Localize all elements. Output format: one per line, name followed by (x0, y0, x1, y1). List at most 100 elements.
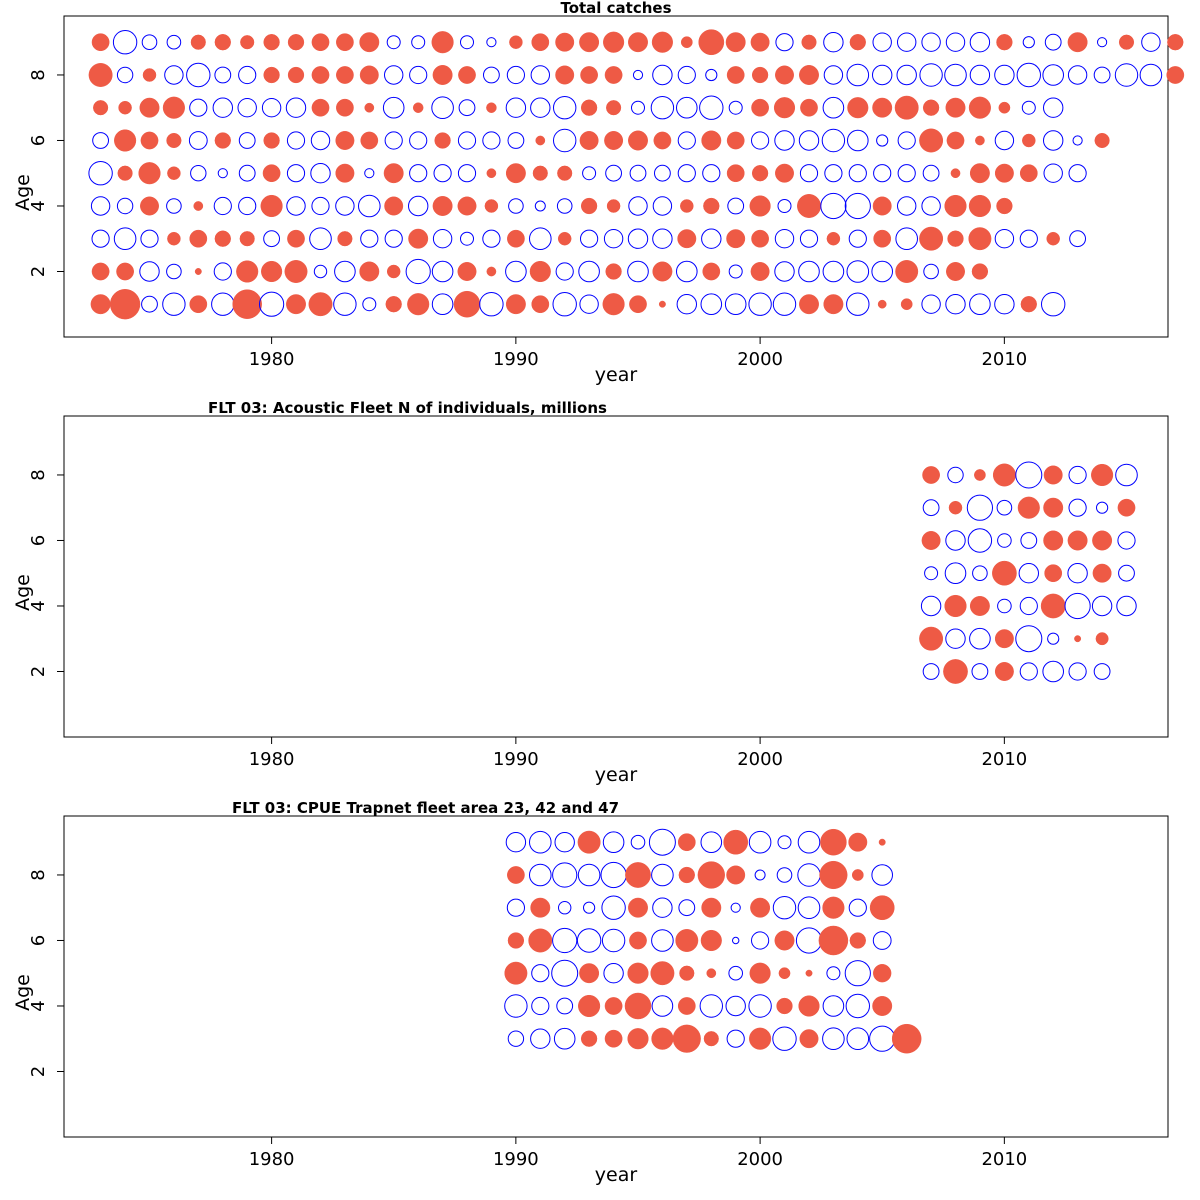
residual-bubble-negative (798, 130, 820, 151)
residual-bubble-positive (900, 298, 913, 311)
residual-bubble-positive (214, 230, 231, 247)
residual-bubble-positive (751, 229, 769, 248)
residual-bubble-positive (509, 35, 523, 49)
residual-bubble-positive (531, 33, 550, 52)
residual-bubble-positive (968, 96, 991, 119)
residual-bubble-negative (676, 96, 698, 119)
residual-bubble-positive (726, 66, 745, 84)
residual-bubble-positive (697, 861, 725, 889)
residual-bubble-negative (188, 131, 208, 150)
residual-bubble-negative (602, 831, 625, 854)
residual-bubble-positive (996, 34, 1013, 51)
residual-bubble-positive (749, 195, 771, 217)
residual-bubble-positive (139, 97, 160, 118)
residual-bubble-negative (676, 294, 697, 315)
residual-bubble-negative (651, 863, 674, 887)
residual-bubble-positive (504, 961, 528, 985)
residual-bubble-positive (262, 164, 281, 183)
residual-bubble-negative (1016, 62, 1042, 88)
residual-bubble-negative (1068, 164, 1087, 183)
residual-bubble-negative (505, 260, 527, 283)
residual-bubble-positive (700, 929, 722, 952)
residual-bubble-positive (486, 102, 497, 113)
residual-bubble-negative (823, 65, 844, 85)
residual-bubble-negative (945, 294, 966, 315)
x-tick-label: 2000 (737, 349, 783, 370)
residual-bubble-positive (945, 97, 966, 118)
panel-3: FLT 03: CPUE Trapnet fleet area 23, 42 a… (12, 799, 1169, 1186)
residual-bubble-negative (1015, 461, 1043, 489)
residual-bubble-positive (579, 963, 600, 984)
residual-bubble-positive (557, 231, 572, 246)
residual-bubble-negative (627, 260, 649, 283)
x-tick-label: 2010 (981, 1149, 1027, 1170)
residual-bubble-positive (625, 862, 651, 888)
residual-bubble-positive (919, 128, 944, 153)
residual-bubble-positive (458, 66, 476, 84)
residual-bubble-negative (652, 897, 673, 918)
residual-bubble-positive (798, 995, 820, 1017)
residual-bubble-positive (894, 95, 919, 120)
residual-bubble-positive (90, 294, 111, 315)
residual-bubble-negative (777, 835, 792, 850)
residual-bubble-positive (750, 262, 770, 281)
residual-bubble-negative (822, 1027, 845, 1050)
residual-bubble-positive (823, 294, 844, 315)
residual-bubble-negative (1064, 592, 1091, 620)
residual-bubble-negative (486, 37, 497, 48)
residual-bubble-negative (677, 65, 696, 85)
residual-bubble-negative (190, 165, 207, 182)
residual-bubble-positive (194, 268, 202, 275)
residual-bubble-negative (577, 863, 601, 887)
residual-bubble-negative (726, 1029, 745, 1048)
residual-bubble-negative (822, 995, 845, 1017)
residual-bubble-positive (1044, 564, 1063, 583)
residual-bubble-negative (141, 34, 158, 51)
residual-bubble-negative (969, 32, 991, 53)
residual-bubble-negative (652, 196, 673, 216)
residual-bubble-positive (1094, 132, 1110, 149)
residual-bubble-negative (1093, 663, 1111, 680)
y-axis-label: Age (12, 574, 34, 611)
residual-bubble-positive (263, 66, 280, 84)
residual-bubble-negative (846, 1027, 870, 1050)
residual-bubble-positive (971, 263, 989, 280)
residual-bubble-positive (359, 65, 379, 85)
residual-bubble-negative (872, 931, 892, 950)
plot-frame (63, 415, 1169, 738)
residual-bubble-negative (774, 229, 795, 249)
residual-bubble-positive (869, 895, 895, 921)
residual-bubble-negative (676, 260, 698, 283)
residual-bubble-positive (849, 932, 866, 949)
residual-bubble-positive (579, 131, 599, 150)
residual-bubble-positive (457, 262, 477, 281)
residual-bubble-negative (583, 901, 596, 914)
residual-bubble-positive (944, 594, 967, 618)
residual-bubble-negative (847, 129, 869, 152)
residual-bubble-positive (651, 31, 673, 53)
residual-bubble-positive (750, 897, 771, 918)
residual-bubble-positive (364, 102, 375, 113)
residual-bubble-positive (628, 130, 648, 151)
residual-bubble-positive (680, 199, 694, 213)
x-tick-label: 1980 (249, 1149, 295, 1170)
residual-bubble-negative (944, 63, 967, 87)
residual-bubble-negative (724, 293, 747, 316)
residual-bubble-negative (605, 164, 622, 182)
residual-bubble-negative (214, 66, 232, 84)
y-tick-label: 2 (28, 1066, 49, 1077)
residual-bubble-negative (897, 164, 916, 183)
residual-bubble-positive (486, 168, 497, 179)
residual-bubble-positive (507, 229, 525, 248)
residual-bubble-negative (460, 35, 474, 50)
residual-bubble-positive (992, 463, 1016, 487)
residual-bubble-positive (432, 196, 453, 216)
residual-bubble-negative (556, 997, 574, 1015)
residual-bubble-positive (872, 97, 893, 118)
residual-bubble-negative (630, 834, 646, 850)
residual-bubble-negative (431, 293, 454, 316)
residual-bubble-negative (483, 66, 500, 84)
residual-bubble-negative (651, 929, 674, 952)
residual-bubble-positive (91, 262, 110, 281)
residual-bubble-positive (994, 662, 1014, 681)
